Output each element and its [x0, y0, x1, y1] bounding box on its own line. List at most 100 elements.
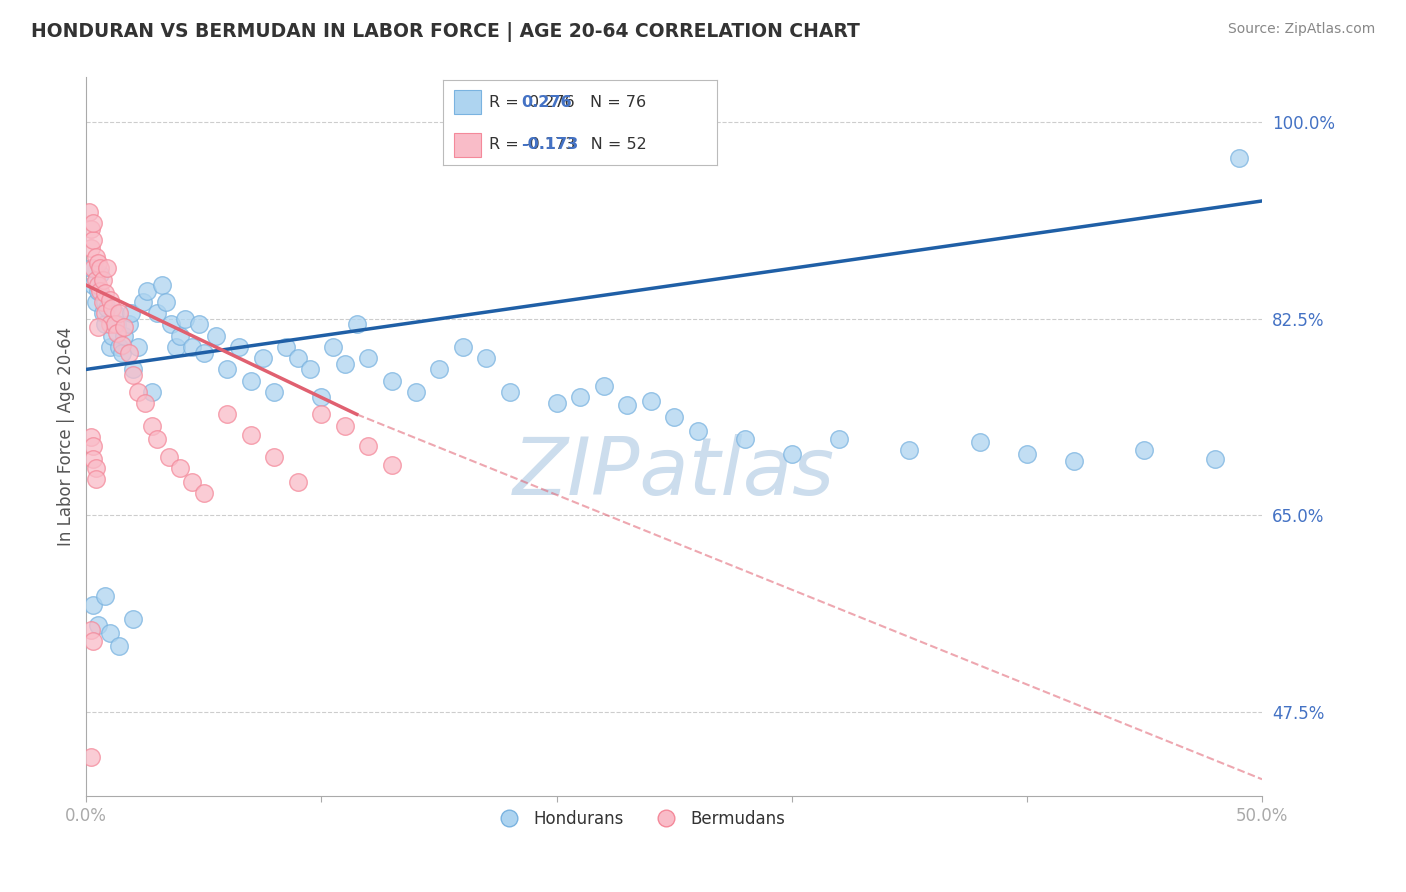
Point — [405, 384, 427, 399]
Point — [217, 362, 239, 376]
Point — [136, 284, 159, 298]
Point — [150, 278, 173, 293]
Point — [89, 267, 111, 281]
Point — [276, 340, 298, 354]
Point — [108, 340, 131, 354]
Point — [91, 306, 114, 320]
Point — [94, 286, 117, 301]
Point — [91, 295, 114, 310]
Point — [298, 362, 321, 376]
Point — [80, 241, 103, 255]
Point — [80, 623, 103, 637]
Point — [592, 379, 614, 393]
Point — [346, 318, 368, 332]
Point — [84, 295, 107, 310]
Point — [734, 432, 756, 446]
Point — [252, 351, 274, 366]
Point — [969, 435, 991, 450]
Point — [120, 306, 142, 320]
Point — [103, 318, 125, 332]
Point — [82, 233, 104, 247]
Point — [498, 384, 520, 399]
Point — [475, 351, 498, 366]
Text: 0.276: 0.276 — [522, 95, 572, 110]
Point — [333, 418, 356, 433]
Point — [82, 261, 104, 276]
Point — [188, 318, 211, 332]
Point — [204, 328, 226, 343]
Point — [108, 306, 131, 320]
Point — [127, 384, 149, 399]
Point — [101, 301, 124, 315]
Point — [640, 393, 662, 408]
Point — [117, 318, 139, 332]
Point — [546, 396, 568, 410]
Point — [94, 589, 117, 603]
Point — [94, 295, 117, 310]
Point — [193, 345, 215, 359]
Point — [82, 598, 104, 612]
Text: Source: ZipAtlas.com: Source: ZipAtlas.com — [1227, 22, 1375, 37]
Point — [117, 345, 139, 359]
Point — [311, 407, 333, 421]
Point — [169, 461, 191, 475]
Point — [112, 319, 135, 334]
Point — [381, 458, 404, 472]
Point — [101, 328, 124, 343]
Text: -0.173: -0.173 — [522, 137, 578, 153]
Point — [228, 340, 250, 354]
Point — [87, 278, 110, 293]
Point — [311, 391, 333, 405]
Point — [898, 443, 921, 458]
Text: R =  0.276   N = 76: R = 0.276 N = 76 — [489, 95, 647, 110]
Point — [84, 272, 107, 286]
Point — [82, 439, 104, 453]
Point — [181, 475, 204, 489]
Point — [98, 318, 121, 332]
FancyBboxPatch shape — [454, 90, 481, 114]
Point — [1227, 151, 1250, 165]
Point — [82, 452, 104, 467]
Point — [217, 407, 239, 421]
Point — [110, 337, 132, 351]
Point — [181, 340, 204, 354]
Point — [80, 430, 103, 444]
Point — [239, 427, 262, 442]
Point — [84, 461, 107, 475]
Point — [89, 261, 111, 276]
Y-axis label: In Labor Force | Age 20-64: In Labor Force | Age 20-64 — [58, 327, 75, 546]
Point — [451, 340, 474, 354]
Point — [134, 396, 156, 410]
Point — [132, 295, 155, 310]
Point — [96, 301, 118, 315]
Point — [87, 319, 110, 334]
Legend: Hondurans, Bermudans: Hondurans, Bermudans — [485, 803, 793, 835]
Point — [122, 612, 145, 626]
Point — [82, 278, 104, 293]
Point — [112, 328, 135, 343]
Point — [122, 368, 145, 382]
Point — [263, 450, 285, 464]
Text: HONDURAN VS BERMUDAN IN LABOR FORCE | AGE 20-64 CORRELATION CHART: HONDURAN VS BERMUDAN IN LABOR FORCE | AG… — [31, 22, 860, 42]
Point — [322, 340, 344, 354]
Point — [381, 374, 404, 388]
Point — [98, 293, 121, 307]
Point — [828, 432, 851, 446]
Point — [333, 357, 356, 371]
Point — [87, 618, 110, 632]
Point — [141, 418, 163, 433]
Point — [169, 328, 191, 343]
Point — [569, 391, 592, 405]
Point — [193, 486, 215, 500]
Point — [287, 351, 309, 366]
Point — [98, 340, 121, 354]
Point — [89, 284, 111, 298]
Point — [780, 447, 803, 461]
Point — [287, 475, 309, 489]
Point — [80, 222, 103, 236]
Point — [357, 351, 380, 366]
Point — [91, 272, 114, 286]
Point — [87, 284, 110, 298]
Point — [165, 340, 187, 354]
Point — [686, 424, 709, 438]
